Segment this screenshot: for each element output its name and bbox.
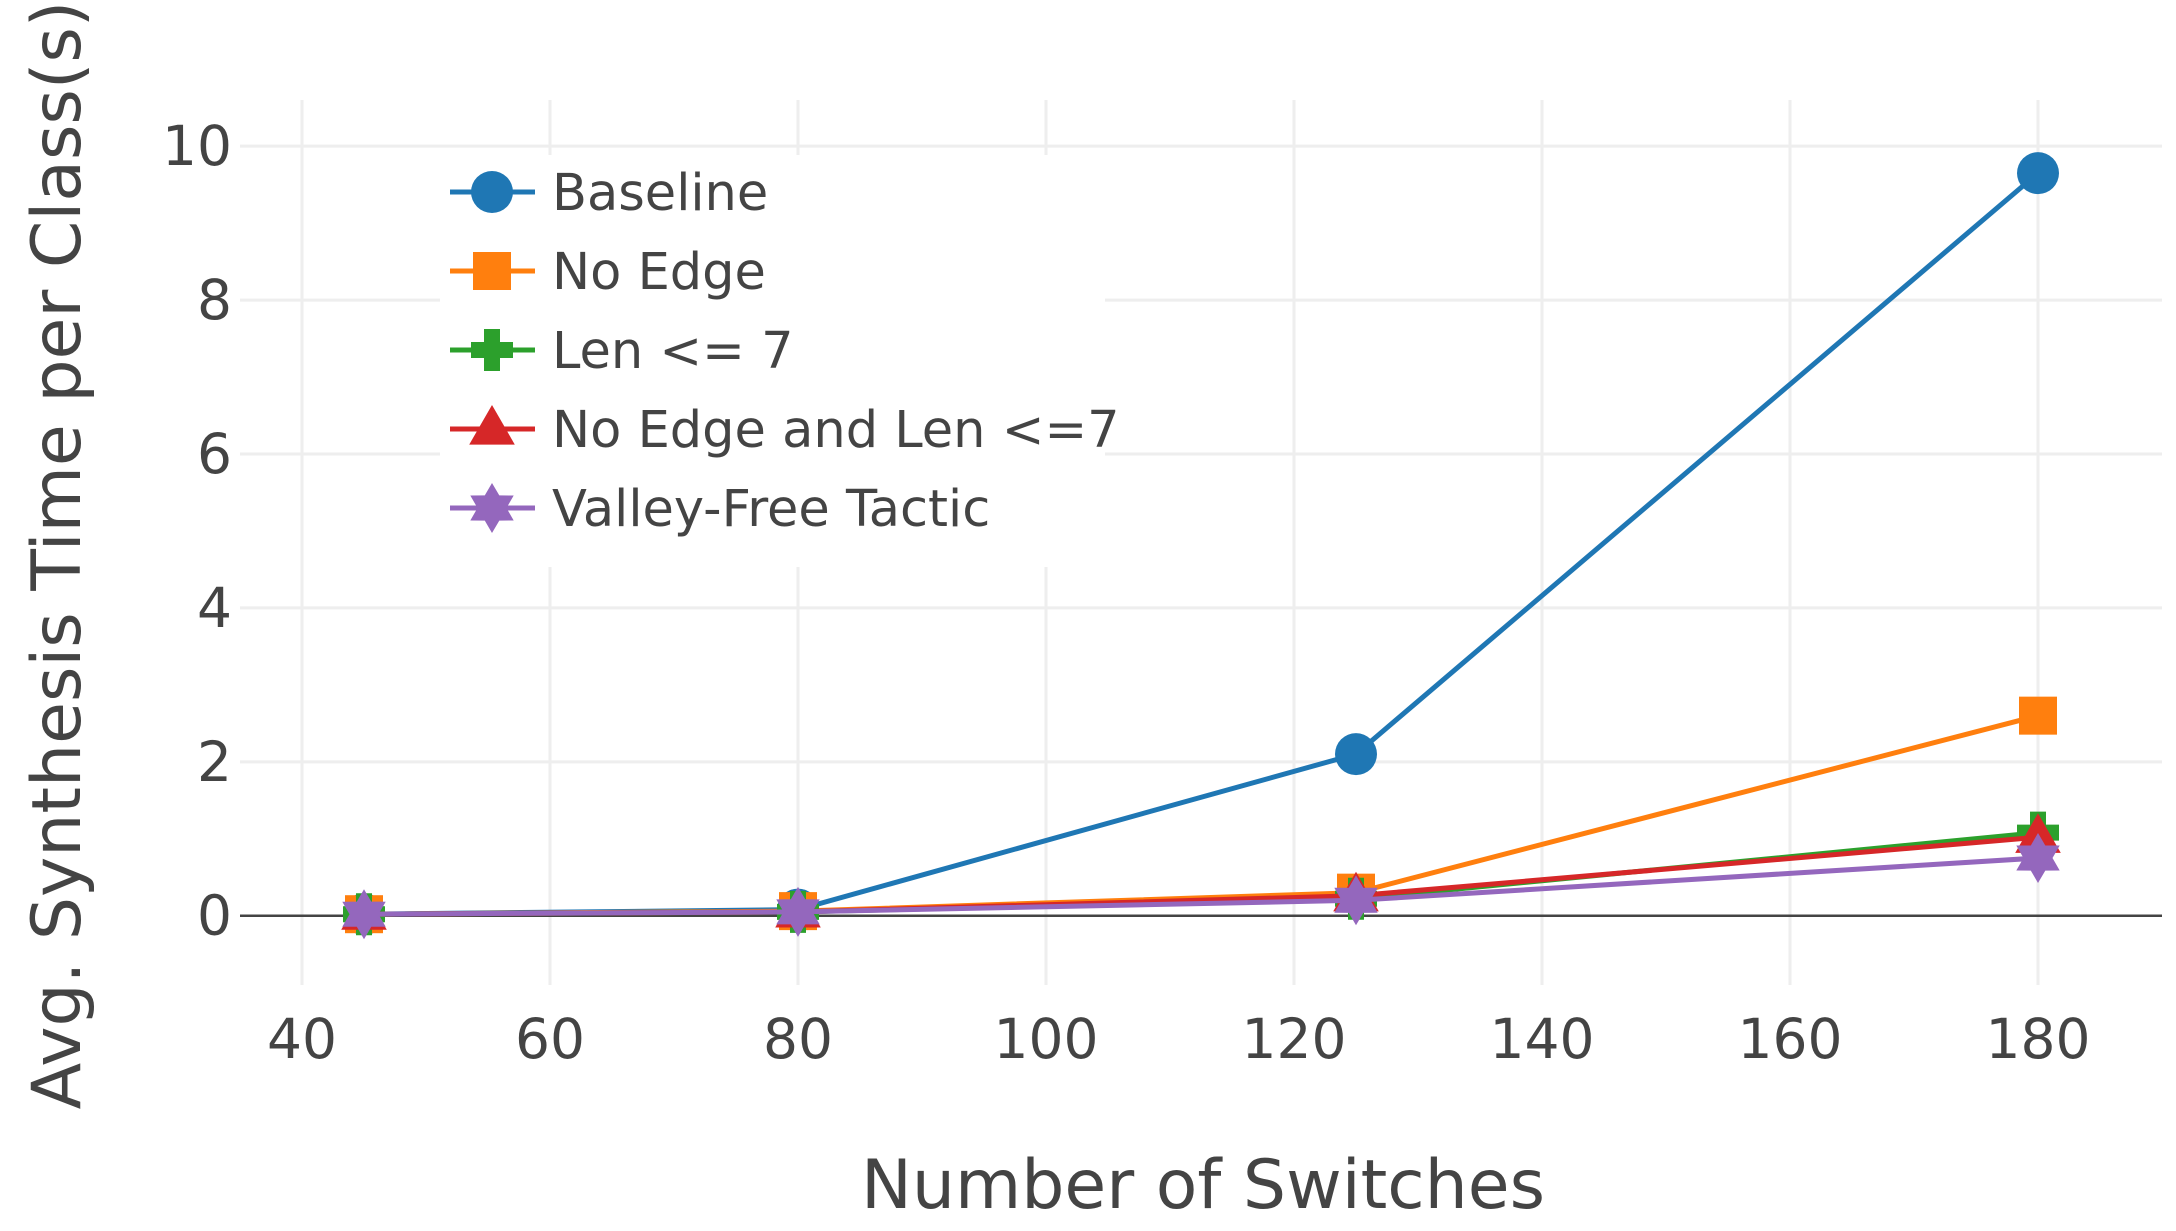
x-tick-label: 60 — [515, 1007, 585, 1071]
y-tick-label: 10 — [162, 114, 232, 178]
legend-item: No Edge and Len <=7 — [450, 401, 1120, 460]
legend-label: No Edge and Len <=7 — [552, 401, 1120, 460]
legend: Baseline No Edge Len <= 7 No Edge and Len <… — [450, 164, 1120, 539]
y-tick-label: 8 — [197, 268, 232, 332]
data-point — [342, 889, 386, 940]
y-tick-label: 0 — [197, 884, 232, 948]
data-point — [2019, 696, 2057, 735]
data-point — [2016, 833, 2060, 883]
y-tick-label: 2 — [197, 730, 232, 794]
legend-marker — [473, 252, 511, 290]
legend-item: Baseline — [450, 164, 768, 223]
x-tick-label: 120 — [1242, 1007, 1347, 1071]
data-point — [1334, 875, 1378, 926]
series-layer — [341, 152, 2061, 940]
data-point — [1335, 733, 1377, 776]
legend-label: Baseline — [552, 164, 768, 223]
x-tick-label: 180 — [1986, 1007, 2091, 1071]
legend-marker — [469, 405, 515, 445]
x-tick-label: 40 — [267, 1007, 337, 1071]
legend-background — [440, 155, 1105, 567]
x-tick-label: 80 — [763, 1007, 833, 1071]
y-axis-title: Avg. Synthesis Time per Class(s) — [18, 1, 97, 1110]
x-tick-label: 100 — [994, 1007, 1099, 1071]
series-line — [363, 855, 2039, 917]
x-axis-title: Number of Switches — [861, 1146, 1545, 1225]
y-tick-labels: 0 2 4 6 8 10 — [162, 114, 232, 948]
y-tick-label: 4 — [197, 576, 232, 640]
data-point — [2017, 152, 2059, 195]
legend-label: No Edge — [552, 243, 766, 302]
legend-marker — [470, 483, 514, 533]
x-tick-label: 140 — [1490, 1007, 1595, 1071]
legend-marker — [471, 171, 513, 213]
data-point — [776, 886, 820, 937]
x-tick-label: 160 — [1738, 1007, 1843, 1071]
legend-item: Valley-Free Tactic — [450, 480, 990, 539]
legend-marker — [471, 329, 513, 371]
series-4 — [342, 833, 2060, 940]
legend-label: Len <= 7 — [552, 322, 794, 381]
legend-label: Valley-Free Tactic — [552, 480, 990, 539]
legend-item: No Edge — [450, 243, 766, 302]
y-tick-label: 6 — [197, 422, 232, 486]
x-tick-labels: 40 60 80 100 120 140 160 180 — [267, 1007, 2090, 1071]
legend-item: Len <= 7 — [450, 322, 794, 381]
series-line — [363, 713, 2039, 917]
